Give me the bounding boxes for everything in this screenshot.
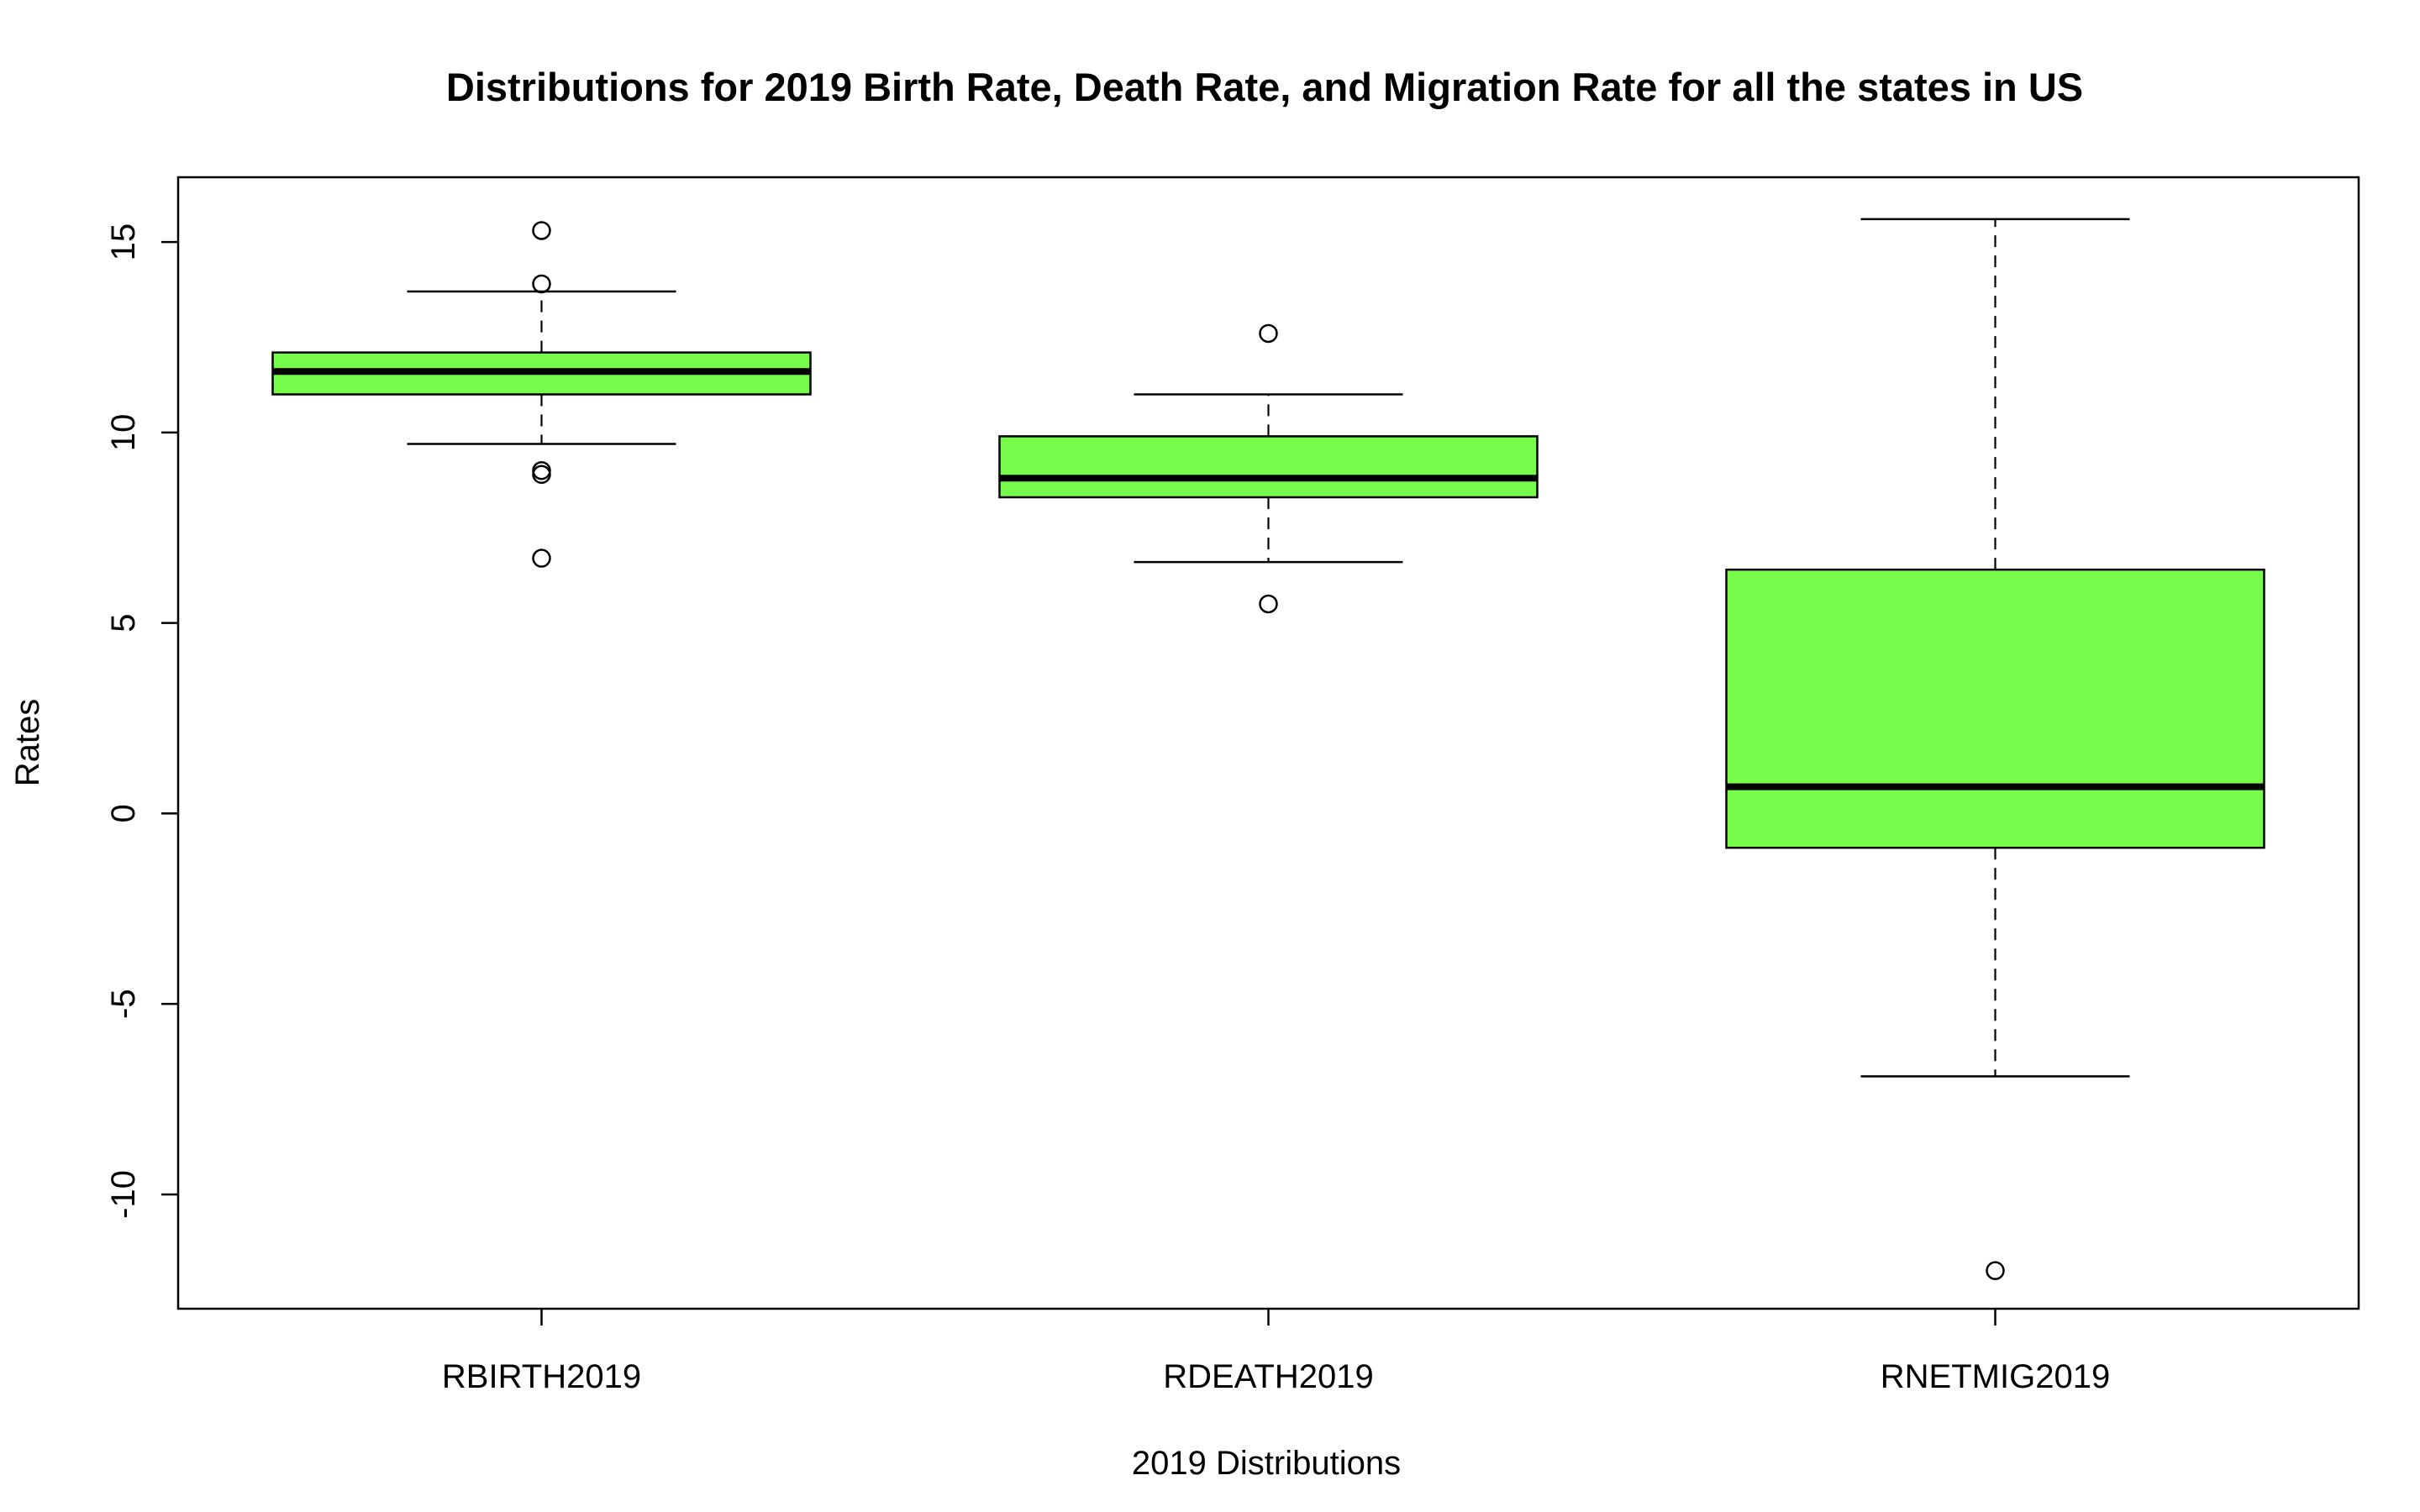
outlier-point (532, 274, 551, 294)
x-axis-label: 2019 Distributions (1132, 1445, 1401, 1482)
outlier-point (1259, 323, 1278, 344)
chart-title: Distributions for 2019 Birth Rate, Death… (446, 65, 2083, 109)
outlier-point (532, 549, 551, 568)
outlier-point (1986, 1261, 2005, 1280)
box-iqr (998, 435, 1539, 499)
y-tick-label: 5 (105, 614, 142, 633)
y-tick-label: 15 (105, 223, 142, 261)
box-group (271, 221, 812, 568)
y-tick-label: 10 (105, 414, 142, 452)
x-tick-label: RNETMIG2019 (1881, 1358, 2110, 1395)
outlier-point (1259, 594, 1278, 614)
box-group (1725, 218, 2265, 1280)
x-axis: RBIRTH2019 RDEATH2019 RNETMIG2019 (442, 1309, 2110, 1395)
y-tick-label: 0 (105, 804, 142, 822)
boxes (271, 218, 2265, 1280)
outlier-point (532, 460, 551, 480)
x-tick-label: RBIRTH2019 (442, 1358, 641, 1395)
y-tick-label: -5 (105, 989, 142, 1019)
outlier-point (532, 221, 551, 240)
box-iqr (1725, 568, 2265, 849)
box-group (998, 323, 1539, 614)
x-tick-label: RDEATH2019 (1163, 1358, 1373, 1395)
y-axis: -10 -5 0 5 10 15 (105, 223, 178, 1219)
outlier-point (532, 465, 551, 485)
y-axis-label: Rates (9, 699, 46, 787)
y-tick-label: -10 (105, 1170, 142, 1219)
